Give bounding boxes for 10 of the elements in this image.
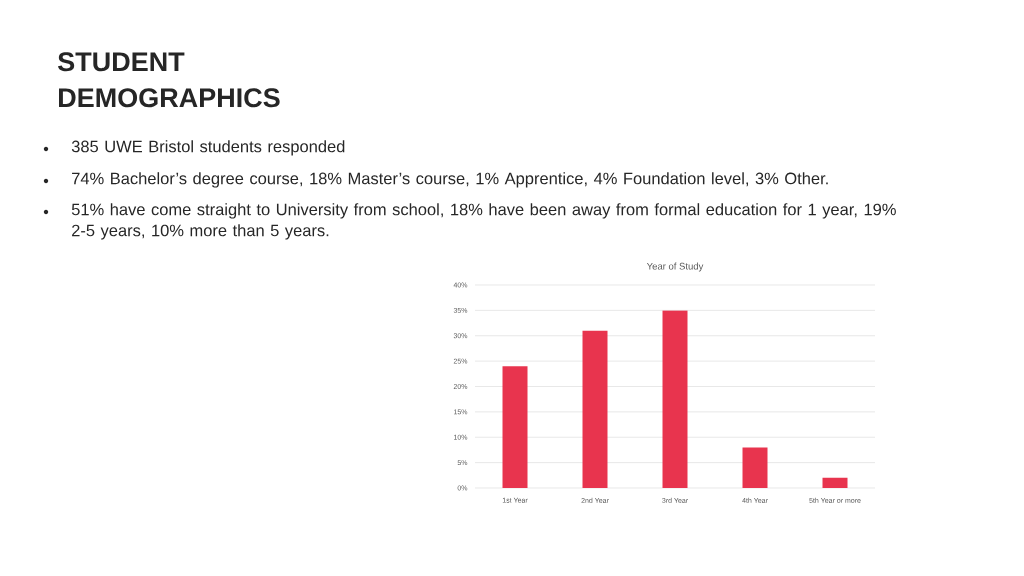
bar xyxy=(662,310,688,488)
bar xyxy=(502,366,528,488)
bar xyxy=(742,447,768,488)
bar xyxy=(582,330,608,488)
text: 51% have come straight to University from school, 18% have been away from formal education for 1 year, 19% 2-5 years, 10% more than 5 years. xyxy=(71,203,896,240)
text: STUDENT DEMOGRAPHICS xyxy=(57,52,280,108)
bar xyxy=(822,477,848,488)
chart-title: Year of Study xyxy=(646,262,704,272)
text: 385 UWE Bristol students responded xyxy=(71,140,345,156)
text: 74% Bachelor’s degree course, 18% Master’s course, 1% Apprentice, 4% Foundation level, 3% Other. xyxy=(72,172,828,188)
